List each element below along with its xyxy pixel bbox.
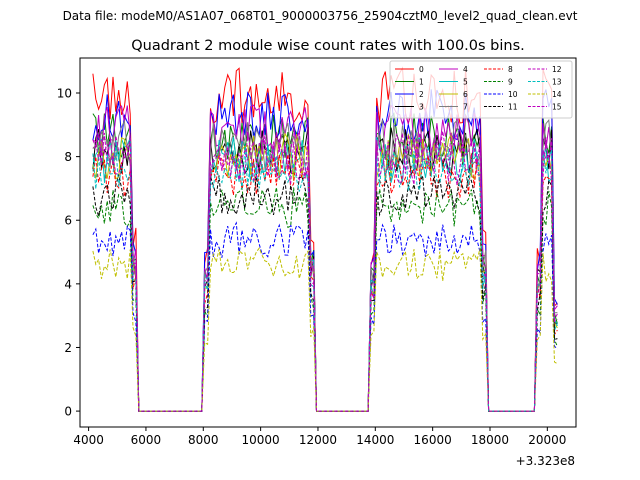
y-tick-label: 4: [64, 277, 72, 291]
x-tick-label: 4000: [73, 433, 104, 447]
plot-area: [80, 58, 576, 427]
x-tick-label: 16000: [414, 433, 452, 447]
y-tick-label: 8: [64, 150, 72, 164]
legend-label: 12: [552, 65, 562, 74]
y-tick-label: 10: [57, 86, 72, 100]
y-tick-label: 2: [64, 341, 72, 355]
x-tick-label: 18000: [471, 433, 509, 447]
legend-label: 5: [463, 78, 468, 87]
series-layer: [92, 66, 558, 412]
chart-title: Quadrant 2 module wise count rates with …: [131, 38, 525, 54]
figure-suptitle: Data file: modeM0/AS1A07_068T01_90000037…: [63, 9, 578, 23]
legend-label: 14: [552, 90, 562, 99]
legend-label: 0: [419, 65, 424, 74]
legend-label: 2: [419, 90, 424, 99]
legend-label: 13: [552, 78, 562, 87]
legend-label: 10: [508, 90, 518, 99]
x-offset-label: +3.323e8: [516, 454, 575, 468]
legend-label: 9: [508, 78, 513, 87]
y-axis: 0 2 4 6 8 10: [57, 86, 80, 419]
legend-label: 11: [508, 103, 518, 112]
x-tick-label: 12000: [299, 433, 337, 447]
series-line-15: [92, 138, 558, 412]
x-tick-label: 14000: [356, 433, 394, 447]
legend-label: 4: [463, 65, 468, 74]
x-tick-label: 6000: [131, 433, 162, 447]
legend-box: [389, 60, 573, 119]
y-tick-label: 0: [64, 405, 72, 419]
legend-label: 6: [463, 90, 468, 99]
x-tick-label: 20000: [528, 433, 566, 447]
legend-label: 15: [552, 103, 562, 112]
x-tick-label: 10000: [242, 433, 280, 447]
legend-label: 1: [419, 78, 424, 87]
legend-label: 8: [508, 65, 513, 74]
legend-label: 7: [463, 103, 468, 112]
x-axis: 4000 6000 8000 10000 12000 14000 16000 18000 200…: [73, 427, 566, 447]
legend-label: 3: [419, 103, 424, 112]
axes-frame: [79, 57, 577, 428]
x-tick-label: 8000: [188, 433, 219, 447]
y-tick-label: 6: [64, 214, 72, 228]
